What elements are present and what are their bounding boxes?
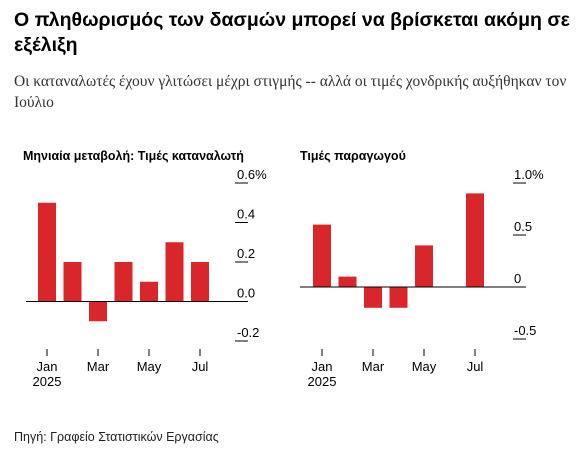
consumer-x-tick-year: 2025 [33, 374, 62, 389]
consumer-x-tick-label: May [137, 359, 162, 374]
chart-subtitle: Οι καταναλωτές έχουν γλιτώσει μέχρι στιγ… [14, 73, 567, 111]
consumer-bar-jul [191, 262, 209, 302]
producer-x-tick-label: May [412, 359, 437, 374]
producer-y-tick-label: 0.5 [514, 219, 532, 234]
consumer-bar-may [140, 281, 158, 302]
producer-bar-may [415, 245, 433, 287]
consumer-y-tick-label: -0.2 [237, 325, 259, 340]
consumer-x-tick-label: Mar [87, 359, 110, 374]
consumer-bar-jan [38, 202, 56, 302]
source-note: Πηγή: Γραφείο Στατιστικών Εργασίας [14, 430, 219, 444]
consumer-y-tick-label: 0.2 [237, 246, 255, 261]
consumer-x-tick-label: Jan [37, 359, 58, 374]
consumer-y-tick-label: 0.0 [237, 286, 255, 301]
producer-prices-panel-title: Τιμές παραγωγού [300, 149, 406, 163]
consumer-bar-feb [63, 262, 82, 302]
consumer-prices-panel-title: Μηνιαία μεταβολή: Τιμές καταναλωτή [23, 149, 244, 163]
consumer-x-tick-label: Jul [192, 359, 209, 374]
producer-bar-feb [338, 276, 357, 287]
producer-bar-apr [389, 287, 408, 308]
producer-y-tick-label: 1.0% [514, 167, 544, 182]
chart-headline: Ο πληθωρισμός των δασμών μπορεί να βρίσκ… [14, 9, 570, 56]
producer-y-tick-label: 0 [514, 271, 521, 286]
consumer-bar-jun [165, 242, 184, 302]
producer-bar-mar [364, 287, 382, 308]
producer-x-tick-year: 2025 [308, 374, 337, 389]
consumer-y-tick-label: 0.6% [237, 167, 267, 182]
producer-x-tick-label: Jan [312, 359, 333, 374]
consumer-bar-mar [89, 301, 107, 322]
producer-y-tick-label: -0.5 [514, 323, 536, 338]
consumer-y-tick-label: 0.4 [237, 207, 255, 222]
producer-x-tick-label: Mar [362, 359, 385, 374]
consumer-bar-apr [114, 262, 133, 302]
producer-x-tick-label: Jul [467, 359, 484, 374]
producer-bar-jan [313, 224, 331, 287]
producer-bar-jul [466, 193, 484, 287]
